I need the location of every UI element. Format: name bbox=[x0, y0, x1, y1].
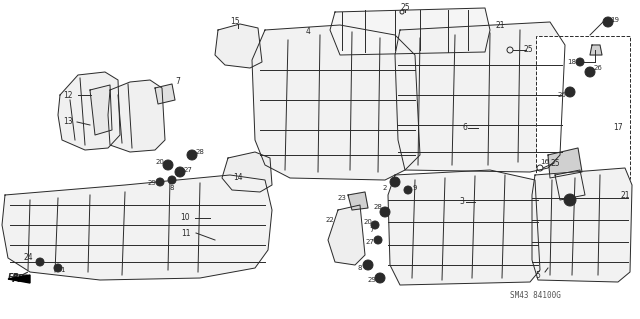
Circle shape bbox=[564, 194, 576, 206]
Circle shape bbox=[163, 160, 173, 170]
Polygon shape bbox=[532, 168, 632, 282]
Text: 28: 28 bbox=[374, 204, 383, 210]
Text: 7: 7 bbox=[370, 227, 374, 233]
Polygon shape bbox=[548, 148, 582, 178]
Circle shape bbox=[187, 150, 197, 160]
Text: 2: 2 bbox=[383, 185, 387, 191]
Text: 27: 27 bbox=[184, 167, 193, 173]
Polygon shape bbox=[58, 72, 120, 150]
Circle shape bbox=[390, 177, 400, 187]
Text: 27: 27 bbox=[365, 239, 374, 245]
Text: FR: FR bbox=[8, 273, 20, 282]
Text: 25: 25 bbox=[523, 46, 533, 55]
Text: 19: 19 bbox=[611, 17, 620, 23]
Polygon shape bbox=[330, 8, 490, 55]
Text: FR: FR bbox=[12, 274, 26, 284]
Circle shape bbox=[156, 178, 164, 186]
Text: 21: 21 bbox=[620, 190, 630, 199]
Text: 29: 29 bbox=[367, 277, 376, 283]
Circle shape bbox=[404, 186, 412, 194]
Polygon shape bbox=[215, 24, 262, 68]
Polygon shape bbox=[8, 275, 30, 283]
Polygon shape bbox=[555, 170, 585, 200]
Polygon shape bbox=[388, 170, 540, 285]
Polygon shape bbox=[348, 192, 368, 210]
Text: 1: 1 bbox=[60, 267, 64, 273]
Text: 15: 15 bbox=[230, 18, 240, 26]
Circle shape bbox=[54, 264, 62, 272]
Text: 28: 28 bbox=[196, 149, 204, 155]
Text: 25: 25 bbox=[400, 4, 410, 12]
Text: 4: 4 bbox=[305, 27, 310, 36]
Circle shape bbox=[375, 273, 385, 283]
Circle shape bbox=[576, 58, 584, 66]
Text: 10: 10 bbox=[180, 213, 190, 222]
Text: 24: 24 bbox=[23, 254, 33, 263]
Circle shape bbox=[168, 176, 176, 184]
Circle shape bbox=[36, 258, 44, 266]
Circle shape bbox=[371, 221, 379, 229]
Text: 16: 16 bbox=[541, 159, 550, 165]
Text: 8: 8 bbox=[170, 185, 174, 191]
Text: 23: 23 bbox=[337, 195, 346, 201]
Circle shape bbox=[603, 17, 613, 27]
Circle shape bbox=[175, 167, 185, 177]
Text: 22: 22 bbox=[326, 217, 334, 223]
Circle shape bbox=[585, 67, 595, 77]
Text: 5: 5 bbox=[536, 271, 540, 279]
Polygon shape bbox=[108, 80, 165, 152]
Circle shape bbox=[380, 207, 390, 217]
Text: 14: 14 bbox=[233, 174, 243, 182]
Text: 13: 13 bbox=[63, 117, 73, 127]
Text: 26: 26 bbox=[593, 65, 602, 71]
Polygon shape bbox=[90, 85, 112, 135]
Text: 11: 11 bbox=[181, 228, 191, 238]
Text: 9: 9 bbox=[413, 185, 417, 191]
Polygon shape bbox=[328, 205, 365, 265]
Circle shape bbox=[374, 236, 382, 244]
Polygon shape bbox=[222, 152, 272, 192]
Text: 25: 25 bbox=[550, 159, 560, 167]
Polygon shape bbox=[2, 175, 272, 280]
Text: 8: 8 bbox=[358, 265, 362, 271]
Text: 6: 6 bbox=[463, 123, 467, 132]
Text: 21: 21 bbox=[495, 20, 505, 29]
Polygon shape bbox=[252, 25, 420, 180]
Text: SM43 84100G: SM43 84100G bbox=[510, 291, 561, 300]
Polygon shape bbox=[155, 84, 175, 104]
Text: 17: 17 bbox=[613, 123, 623, 132]
Text: 12: 12 bbox=[63, 91, 73, 100]
Text: 26: 26 bbox=[557, 92, 566, 98]
Circle shape bbox=[565, 87, 575, 97]
Text: 3: 3 bbox=[460, 197, 465, 206]
Text: 20: 20 bbox=[156, 159, 164, 165]
Text: 20: 20 bbox=[364, 219, 372, 225]
Text: 7: 7 bbox=[175, 78, 180, 86]
Circle shape bbox=[363, 260, 373, 270]
Polygon shape bbox=[590, 45, 602, 55]
FancyBboxPatch shape bbox=[536, 36, 630, 220]
Text: 18: 18 bbox=[568, 59, 577, 65]
Polygon shape bbox=[395, 22, 565, 172]
Text: 29: 29 bbox=[148, 180, 156, 186]
